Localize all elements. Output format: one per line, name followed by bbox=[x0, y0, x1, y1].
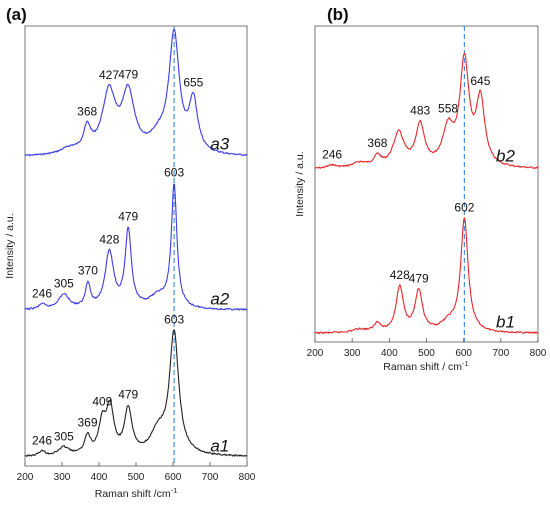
panel-b-y-axis-title: Intensity / a.u. bbox=[294, 151, 306, 216]
peak-label-b2: 645 bbox=[470, 74, 490, 88]
peak-label-a3: 479 bbox=[118, 68, 138, 82]
panel-b-x-axis-title: Raman shift / cm-1 bbox=[383, 359, 468, 373]
curve-label-a1: a1 bbox=[210, 436, 229, 455]
x-tick-label: 800 bbox=[530, 348, 547, 359]
x-tick-label: 200 bbox=[17, 472, 34, 483]
panel-a-label: (a) bbox=[6, 5, 27, 24]
peak-label-a3: 427 bbox=[99, 68, 119, 82]
peak-label-b2: 558 bbox=[438, 102, 458, 116]
peak-label-a2: 603 bbox=[164, 166, 184, 180]
peak-label-a1: 603 bbox=[164, 312, 184, 326]
peak-label-b2: 483 bbox=[410, 104, 430, 118]
peak-label-b2: 368 bbox=[367, 136, 387, 150]
peak-label-a1: 369 bbox=[78, 416, 98, 430]
x-tick-label: 400 bbox=[381, 348, 398, 359]
panel-a-x-axis-title: Raman shift /cm-1 bbox=[95, 486, 178, 500]
x-tick-label: 300 bbox=[54, 472, 71, 483]
x-tick-label: 800 bbox=[239, 472, 256, 483]
peak-label-b1: 479 bbox=[409, 271, 429, 285]
peak-label-a2: 370 bbox=[78, 263, 98, 277]
peak-label-a2: 305 bbox=[54, 277, 74, 291]
peak-label-a2: 428 bbox=[99, 232, 119, 246]
panel-b-plot-frame bbox=[314, 25, 539, 343]
peak-label-b2: 246 bbox=[322, 148, 342, 162]
x-tick-label: 300 bbox=[344, 348, 361, 359]
x-tick-label: 700 bbox=[492, 348, 509, 359]
peak-label-a3: 368 bbox=[77, 105, 97, 119]
panel-b-x-ticks: 200 300 400 500 600 700 800 bbox=[307, 338, 547, 359]
peak-label-a1: 479 bbox=[118, 388, 138, 402]
panel-a-x-axis-title-text: Raman shift /cm bbox=[95, 488, 171, 500]
x-tick-label: 700 bbox=[202, 472, 219, 483]
series-line-a3 bbox=[24, 28, 248, 157]
series-line-b2 bbox=[314, 52, 539, 169]
peak-label-a1: 305 bbox=[54, 429, 74, 443]
peak-label-a2: 479 bbox=[118, 210, 138, 224]
series-line-a1 bbox=[24, 329, 248, 457]
curve-label-b1: b1 bbox=[496, 313, 515, 332]
peak-label-a1: 409 bbox=[92, 395, 112, 409]
x-tick-label: 400 bbox=[91, 472, 108, 483]
panel-a-x-ticks: 200 300 400 500 600 700 800 bbox=[17, 462, 256, 483]
series-line-b1 bbox=[314, 217, 539, 335]
curve-label-a3: a3 bbox=[210, 134, 229, 153]
panel-b-x-axis-title-superscript: -1 bbox=[462, 359, 469, 368]
x-tick-label: 200 bbox=[307, 348, 324, 359]
x-tick-label: 600 bbox=[455, 348, 472, 359]
panel-b-x-axis-title-text: Raman shift / cm bbox=[383, 361, 462, 373]
peak-label-b1: 428 bbox=[390, 268, 410, 282]
peak-label-a2: 246 bbox=[32, 286, 52, 300]
peak-label-b1: 602 bbox=[454, 201, 474, 215]
x-tick-label: 600 bbox=[165, 472, 182, 483]
curve-label-b2: b2 bbox=[496, 146, 515, 165]
series-line-a2 bbox=[24, 183, 248, 311]
curve-label-a2: a2 bbox=[210, 290, 229, 309]
x-tick-label: 500 bbox=[128, 472, 145, 483]
peak-label-a3: 655 bbox=[183, 76, 203, 90]
peak-label-a1: 246 bbox=[32, 433, 52, 447]
panel-b-label: (b) bbox=[327, 5, 349, 24]
panel-a-x-axis-title-superscript: -1 bbox=[171, 486, 178, 495]
x-tick-label: 500 bbox=[418, 348, 435, 359]
panel-a-y-axis-title: Intensity / a.u. bbox=[4, 213, 16, 278]
